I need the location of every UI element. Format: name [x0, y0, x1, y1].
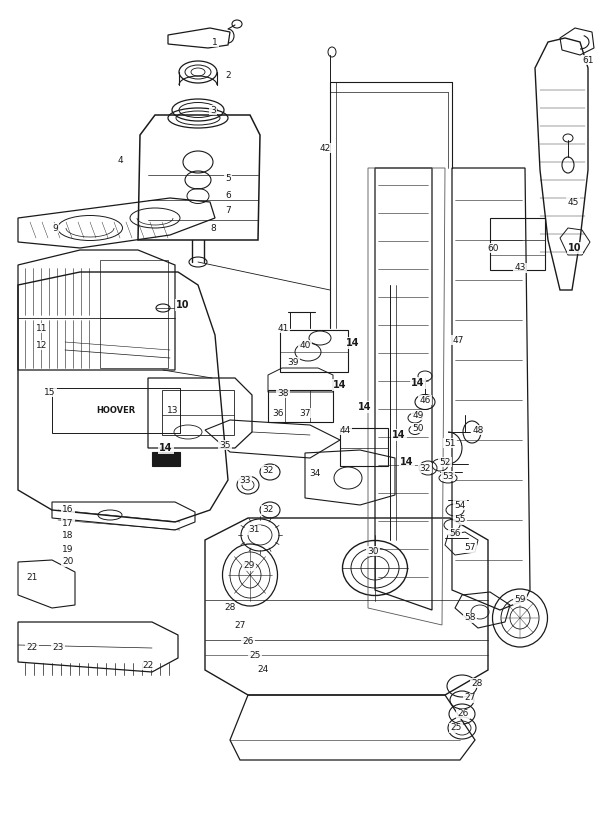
Text: 40: 40	[299, 341, 311, 350]
Text: HOOVER: HOOVER	[97, 405, 136, 414]
Text: 5: 5	[225, 173, 231, 182]
Text: 32: 32	[262, 506, 274, 515]
Text: 46: 46	[419, 395, 431, 404]
Text: 15: 15	[44, 387, 56, 396]
Text: 14: 14	[159, 443, 173, 453]
Text: 43: 43	[514, 264, 526, 273]
Text: 14: 14	[346, 338, 360, 348]
Text: 26: 26	[457, 709, 469, 718]
Text: 12: 12	[37, 341, 47, 350]
Text: 34: 34	[310, 468, 320, 477]
Text: 35: 35	[219, 440, 231, 449]
Bar	[280, 330, 348, 372]
Text: 4: 4	[117, 155, 123, 164]
Text: 24: 24	[257, 666, 269, 675]
Text: 10: 10	[176, 300, 190, 310]
Text: 22: 22	[142, 660, 154, 669]
Text: 22: 22	[26, 644, 38, 653]
Text: 49: 49	[412, 410, 424, 419]
Text: 41: 41	[277, 324, 289, 333]
Text: 37: 37	[299, 408, 311, 417]
Text: 36: 36	[272, 408, 284, 417]
Text: 58: 58	[464, 614, 476, 623]
Text: 61: 61	[582, 56, 594, 65]
Bar	[152, 452, 180, 466]
Text: 29: 29	[244, 561, 254, 570]
Text: 2: 2	[225, 70, 231, 79]
Text: 33: 33	[239, 475, 251, 484]
Text: 55: 55	[454, 516, 466, 525]
Text: 28: 28	[224, 604, 236, 613]
Text: 50: 50	[412, 423, 424, 432]
Text: 48: 48	[472, 426, 484, 435]
Text: 21: 21	[26, 574, 38, 583]
Text: 9: 9	[52, 224, 58, 233]
Bar	[52, 388, 180, 433]
Text: 59: 59	[514, 596, 526, 605]
Text: 23: 23	[52, 644, 64, 653]
Text: 28: 28	[472, 678, 482, 687]
Text: 16: 16	[62, 506, 74, 515]
Text: 19: 19	[62, 544, 74, 553]
Text: 17: 17	[62, 519, 74, 528]
Text: 26: 26	[242, 636, 254, 645]
Text: 10: 10	[568, 243, 582, 253]
Bar	[162, 390, 234, 435]
Text: 39: 39	[287, 358, 299, 367]
Bar	[340, 428, 388, 466]
Text: 31: 31	[248, 525, 260, 534]
Text: 52: 52	[439, 458, 451, 467]
Text: 11: 11	[36, 324, 48, 333]
Text: 32: 32	[419, 463, 431, 472]
Text: 30: 30	[367, 547, 379, 556]
Bar	[490, 218, 545, 270]
Text: 3: 3	[210, 105, 216, 114]
Text: 51: 51	[444, 439, 456, 448]
Text: 1: 1	[212, 38, 218, 47]
Text: 53: 53	[442, 471, 454, 480]
Text: 42: 42	[319, 144, 331, 153]
Text: 27: 27	[235, 620, 245, 630]
Text: 14: 14	[333, 380, 347, 390]
Text: 13: 13	[167, 405, 179, 414]
Text: 27: 27	[464, 694, 476, 703]
Text: 18: 18	[62, 532, 74, 541]
Text: 14: 14	[392, 430, 406, 440]
Text: 7: 7	[225, 206, 231, 215]
Text: 8: 8	[210, 224, 216, 233]
Text: 32: 32	[262, 466, 274, 475]
Text: 25: 25	[451, 724, 461, 733]
Text: 14: 14	[400, 457, 414, 467]
Text: 25: 25	[250, 651, 260, 660]
Text: 20: 20	[62, 557, 74, 566]
Bar	[268, 390, 333, 422]
Text: 38: 38	[277, 389, 289, 398]
Text: 57: 57	[464, 543, 476, 552]
Bar	[100, 260, 168, 368]
Text: 44: 44	[340, 426, 350, 435]
Text: 54: 54	[454, 501, 466, 510]
Text: 14: 14	[358, 402, 372, 412]
Text: 14: 14	[411, 378, 425, 388]
Text: 45: 45	[568, 198, 578, 207]
Text: 6: 6	[225, 190, 231, 199]
Text: 47: 47	[452, 336, 464, 345]
Text: 60: 60	[487, 243, 499, 252]
Text: 56: 56	[449, 529, 461, 538]
